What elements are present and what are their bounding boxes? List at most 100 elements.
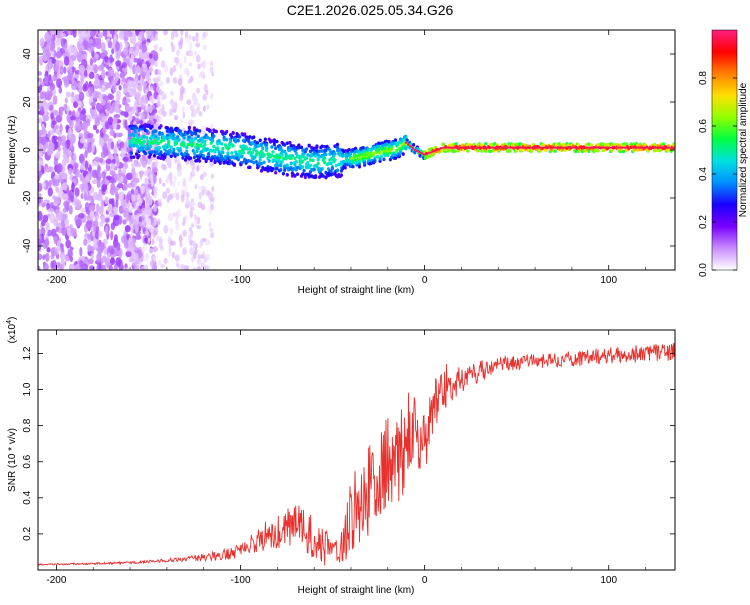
spectrogram-faint-cell xyxy=(133,42,138,47)
spectrogram-faint-cell xyxy=(180,30,184,37)
spectrogram-ridge-cell xyxy=(423,156,427,161)
spectrogram-peak-cell xyxy=(473,146,477,149)
spectrogram-noise-cell xyxy=(59,32,67,38)
spectrogram-noise-cell xyxy=(53,235,58,245)
snr-y-multiplier-close: ) xyxy=(7,317,18,320)
spectrogram-ridge-cell xyxy=(378,150,382,155)
spectrogram-faint-cell xyxy=(169,240,173,246)
spectrogram-peak-cell xyxy=(435,148,439,152)
spectrogram-ridge-cell xyxy=(603,143,608,147)
spectrogram-ridge-cell xyxy=(149,144,153,149)
spectrogram-noise-cell xyxy=(67,44,74,55)
spectrogram-faint-cell xyxy=(178,235,183,243)
spectrogram-plot-area xyxy=(38,30,675,270)
spectrogram-ridge-cell xyxy=(596,148,600,153)
colorbar-tick-label: 0.0 xyxy=(698,263,709,277)
spectrogram-noise-cell xyxy=(110,141,115,150)
spectrogram-noise-cell xyxy=(87,244,92,253)
spectrogram-noise-cell xyxy=(93,238,98,247)
spectrogram-ridge-cell xyxy=(164,149,168,154)
spectrogram-ridge-cell xyxy=(281,157,286,161)
spectrogram-ridge-cell xyxy=(198,155,202,159)
spectrogram-noise-cell xyxy=(94,74,99,80)
spectrogram-ridge-cell xyxy=(191,142,195,147)
spectrogram-ridge-cell xyxy=(377,141,381,146)
spectrogram-noise-cell xyxy=(85,220,92,230)
spectrogram-noise-cell xyxy=(71,76,75,84)
spectrogram-noise-cell xyxy=(56,163,63,173)
spectrogram-ridge-cell xyxy=(466,149,470,153)
spectrogram-faint-cell xyxy=(200,238,204,247)
spectrogram-peak-cell xyxy=(650,146,653,149)
snr-x-tick-label: -200 xyxy=(46,575,66,586)
spectrogram-ridge-cell xyxy=(227,145,231,150)
spectrogram-faint-cell xyxy=(192,119,195,125)
spectrogram-noise-cell xyxy=(79,184,83,190)
spectrogram-ridge-cell xyxy=(128,133,132,137)
spectrogram-noise-cell xyxy=(98,138,105,147)
spectrogram-ridge-cell xyxy=(170,129,175,133)
spectrogram-faint-cell xyxy=(157,218,161,226)
spectrogram-noise-cell xyxy=(58,86,62,94)
spectrogram-faint-cell xyxy=(156,69,162,76)
spectrogram-faint-cell xyxy=(166,77,170,84)
spectrogram-peak-cell xyxy=(413,148,417,151)
spectrogram-ridge-cell xyxy=(283,143,287,147)
spectrogram-ridge-cell xyxy=(270,153,274,158)
snr-y-tick-label: 0.4 xyxy=(22,490,33,504)
spectrogram-peak-cell xyxy=(619,146,622,149)
spectrogram-faint-cell xyxy=(194,51,197,56)
spectrogram-faint-cell xyxy=(154,33,159,41)
spectrogram-noise-cell xyxy=(118,30,125,41)
spectrogram-faint-cell xyxy=(167,251,172,257)
spectrogram-noise-cell xyxy=(116,242,121,251)
spectrogram-noise-cell xyxy=(113,173,121,181)
spectrogram-ridge-cell xyxy=(265,142,269,147)
spectrogram-faint-cell xyxy=(165,187,171,194)
spectrogram-noise-cell xyxy=(104,55,109,63)
spectrogram-noise-cell xyxy=(69,263,76,270)
spectrogram-ridge-cell xyxy=(187,125,191,130)
spectrogram-faint-cell xyxy=(191,36,196,42)
spectrogram-ridge-cell xyxy=(658,148,662,153)
spectrogram-faint-cell xyxy=(137,40,142,46)
spectrogram-noise-cell xyxy=(104,196,109,205)
spectrogram-faint-cell xyxy=(202,44,207,51)
spectrogram-peak-cell xyxy=(431,150,435,153)
spectrogram-noise-cell xyxy=(100,121,105,127)
spectrogram-noise-cell xyxy=(66,142,70,150)
spectrogram-peak-cell xyxy=(672,146,675,149)
spectrogram-ridge-cell xyxy=(520,147,524,152)
spectrogram-ridge-cell xyxy=(205,147,209,151)
spectrogram-ridge-cell xyxy=(185,145,189,150)
spectrogram-noise-cell xyxy=(100,99,106,106)
spectrogram-noise-cell xyxy=(62,193,69,201)
spectrogram-faint-cell xyxy=(132,80,137,88)
spectrogram-ridge-cell xyxy=(259,169,264,173)
spectrogram-noise-cell xyxy=(96,192,103,202)
spectrogram-noise-cell xyxy=(52,195,56,201)
spectrogram-noise-cell xyxy=(125,267,129,270)
spectrogram-x-tick-label: 100 xyxy=(600,275,617,286)
spectrogram-faint-cell xyxy=(136,161,141,168)
spectrogram-ridge-cell xyxy=(138,148,142,152)
spectrogram-faint-cell xyxy=(146,30,150,35)
spectrogram-ridge-cell xyxy=(339,173,344,177)
spectrogram-noise-cell xyxy=(151,50,156,55)
spectrogram-faint-cell xyxy=(195,87,201,94)
spectrogram-noise-cell xyxy=(153,108,158,114)
spectrogram-noise-cell xyxy=(109,30,115,35)
spectrogram-faint-cell xyxy=(140,75,143,83)
spectrogram-noise-cell xyxy=(105,159,112,165)
spectrogram-ridge-cell xyxy=(256,151,260,155)
spectrogram-ridge-cell xyxy=(411,143,416,147)
spectrogram-noise-cell xyxy=(118,205,124,214)
spectrogram-noise-cell xyxy=(108,264,113,270)
spectrogram-ridge-cell xyxy=(168,135,172,140)
spectrogram-ridge-cell xyxy=(227,142,231,147)
spectrogram-faint-cell xyxy=(152,245,157,253)
spectrogram-peak-cell xyxy=(555,146,558,149)
spectrogram-faint-cell xyxy=(208,221,212,228)
spectrogram-faint-cell xyxy=(153,256,157,262)
spectrogram-noise-cell xyxy=(83,183,89,193)
